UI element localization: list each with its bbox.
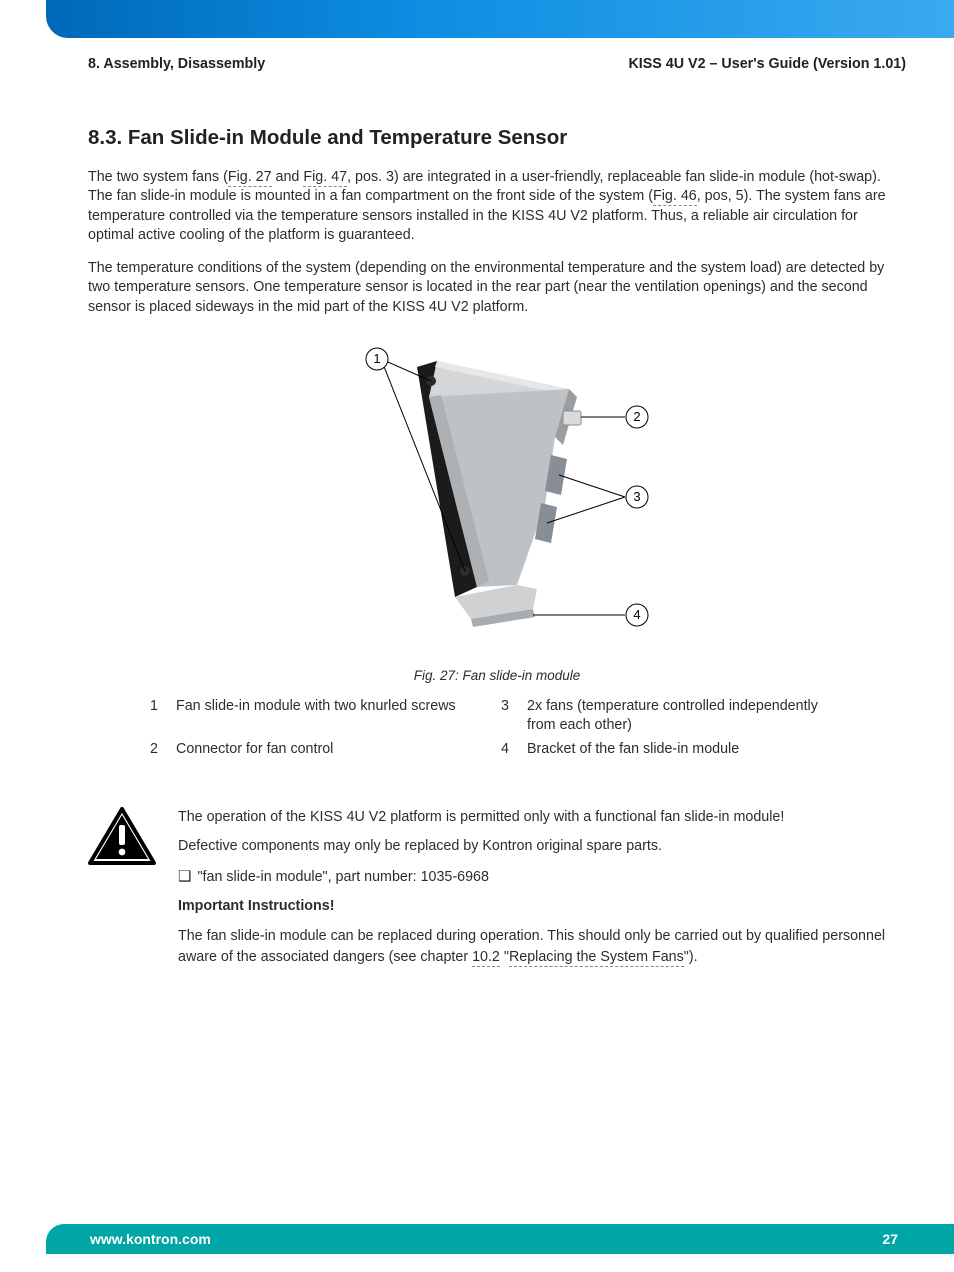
warning-line-2: Defective components may only be replace…: [178, 836, 906, 857]
legend-text-3: 2x fans (temperature controlled independ…: [527, 697, 844, 734]
callout-4: 4: [633, 607, 640, 622]
footer-page: 27: [882, 1231, 898, 1247]
figure-27: 1 2 3 4 Fig. 27: Fan slide-in module: [88, 337, 906, 683]
warning-block: The operation of the KISS 4U V2 platform…: [88, 807, 906, 977]
callout-1: 1: [373, 351, 380, 366]
legend-num-1: 1: [150, 697, 168, 734]
header-right: KISS 4U V2 – User's Guide (Version 1.01): [628, 56, 906, 72]
fan-module-illustration: 1 2 3 4: [337, 337, 657, 657]
warning-paragraph: The fan slide-in module can be replaced …: [178, 926, 906, 969]
footer-band: www.kontron.com 27: [46, 1224, 954, 1254]
legend-text-4: Bracket of the fan slide-in module: [527, 740, 844, 759]
page-header: 8. Assembly, Disassembly KISS 4U V2 – Us…: [88, 56, 906, 72]
header-left: 8. Assembly, Disassembly: [88, 56, 265, 72]
main-content: 8.3. Fan Slide-in Module and Temperature…: [88, 126, 906, 977]
callout-3: 3: [633, 489, 640, 504]
top-gradient-band: [46, 0, 954, 38]
legend-num-4: 4: [501, 740, 519, 759]
paragraph-1: The two system fans (Fig. 27 and Fig. 47…: [88, 168, 906, 245]
footer-url: www.kontron.com: [90, 1231, 211, 1247]
warning-line-1: The operation of the KISS 4U V2 platform…: [178, 807, 906, 828]
important-heading: Important Instructions!: [178, 896, 906, 917]
paragraph-2: The temperature conditions of the system…: [88, 259, 906, 317]
legend-text-1: Fan slide-in module with two knurled scr…: [176, 697, 493, 734]
warning-bullet: ❑ "fan slide-in module", part number: 10…: [178, 866, 906, 889]
callout-2: 2: [633, 409, 640, 424]
figure-legend: 1 Fan slide-in module with two knurled s…: [150, 697, 844, 759]
warning-bullet-text: "fan slide-in module", part number: 1035…: [197, 867, 489, 888]
legend-text-2: Connector for fan control: [176, 740, 493, 759]
figure-caption: Fig. 27: Fan slide-in module: [88, 668, 906, 683]
warning-text: The operation of the KISS 4U V2 platform…: [178, 807, 906, 977]
section-heading: 8.3. Fan Slide-in Module and Temperature…: [88, 126, 906, 150]
warning-icon: [88, 807, 156, 977]
checkbox-icon: ❑: [178, 866, 191, 889]
legend-num-2: 2: [150, 740, 168, 759]
legend-num-3: 3: [501, 697, 519, 734]
